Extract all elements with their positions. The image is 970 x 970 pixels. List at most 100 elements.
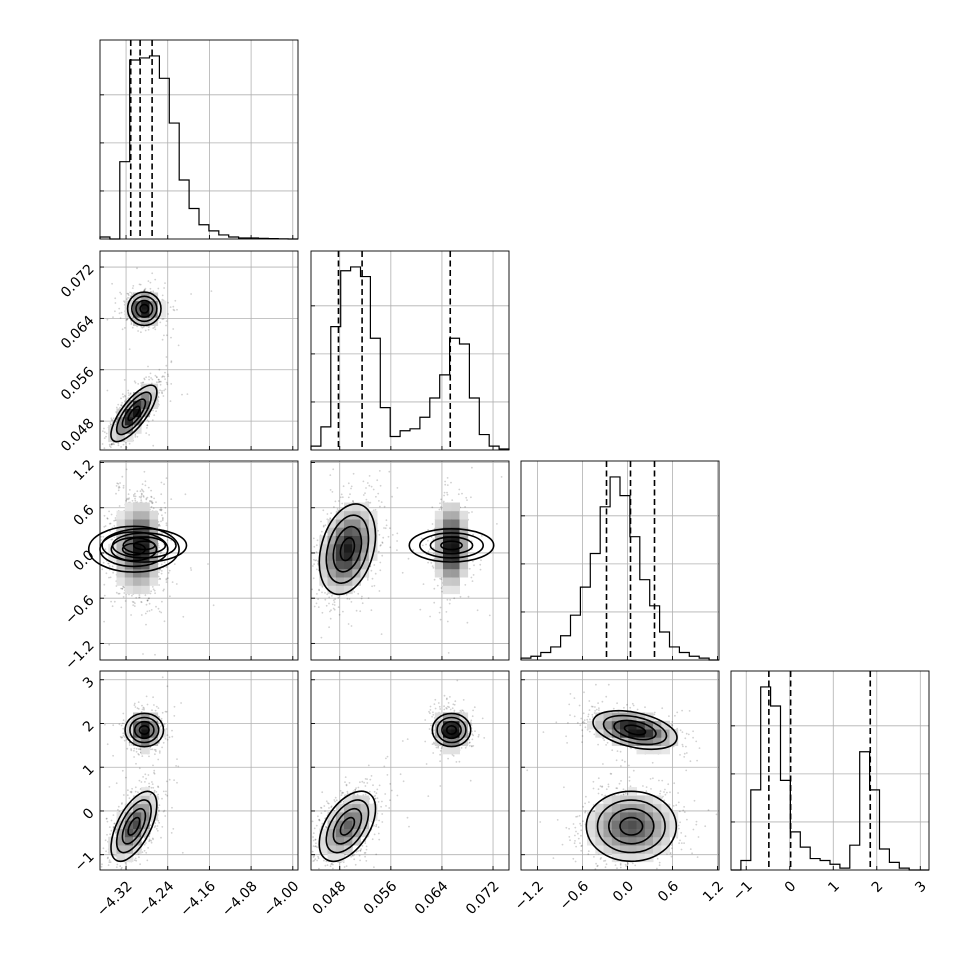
scatter-point — [140, 601, 143, 603]
density-cell — [149, 577, 159, 586]
scatter-point — [131, 600, 134, 603]
scatter-point — [336, 508, 339, 510]
scatter-point — [164, 511, 167, 514]
scatter-point — [118, 486, 121, 489]
scatter-point — [127, 493, 130, 496]
scatter-point — [401, 571, 404, 574]
density-cell — [443, 519, 452, 528]
density-cell — [443, 510, 452, 520]
scatter-point — [126, 497, 129, 500]
scatter-point — [446, 491, 448, 494]
scatter-point — [429, 548, 431, 550]
scatter-point — [153, 704, 155, 706]
scatter-point — [126, 292, 129, 295]
scatter-point — [143, 288, 146, 291]
scatter-point — [324, 598, 327, 601]
scatter-point — [438, 508, 441, 511]
scatter-point — [341, 502, 344, 505]
scatter-point — [147, 486, 150, 489]
scatter-point — [371, 585, 373, 588]
scatter-point — [147, 365, 149, 368]
scatter-point — [158, 584, 161, 586]
scatter-point — [101, 443, 104, 445]
scatter-point — [120, 404, 122, 406]
scatter-point — [176, 308, 178, 311]
scatter-point — [158, 403, 160, 406]
scatter-point — [449, 599, 451, 601]
scatter-point — [165, 577, 168, 580]
scatter-point — [142, 653, 144, 655]
scatter-point — [313, 605, 316, 608]
scatter-point — [122, 585, 124, 588]
scatter-point — [124, 395, 127, 398]
scatter-point — [114, 421, 117, 423]
scatter-point — [432, 566, 435, 569]
scatter-point — [160, 611, 163, 614]
scatter-point — [445, 611, 448, 613]
scatter-point — [318, 588, 320, 591]
panel-0-0 — [99, 39, 299, 240]
scatter-point — [184, 493, 187, 496]
scatter-point — [161, 318, 164, 321]
scatter-point — [156, 829, 159, 832]
scatter-point — [123, 739, 126, 742]
scatter-point — [151, 378, 154, 381]
density-cell — [335, 585, 345, 595]
scatter-point — [128, 797, 131, 800]
density-cell — [124, 408, 134, 418]
scatter-point — [129, 392, 132, 395]
density-cell — [116, 408, 126, 418]
scatter-point — [160, 380, 162, 383]
scatter-point — [212, 604, 215, 607]
scatter-point — [125, 498, 128, 501]
scatter-point — [143, 377, 146, 380]
scatter-point — [158, 381, 161, 383]
scatter-point — [348, 598, 351, 600]
scatter-point — [134, 706, 137, 708]
scatter-point — [342, 610, 344, 613]
scatter-point — [117, 592, 120, 595]
scatter-point — [158, 546, 161, 549]
scatter-point — [329, 474, 332, 476]
scatter-point — [114, 310, 116, 313]
scatter-point — [369, 501, 372, 504]
scatter-point — [163, 389, 166, 392]
scatter-point — [433, 601, 436, 604]
scatter-point — [172, 308, 175, 311]
scatter-point — [440, 498, 442, 501]
scatter-point — [442, 500, 445, 503]
scatter-point — [159, 383, 162, 386]
scatter-point — [412, 549, 415, 552]
scatter-point — [167, 301, 170, 304]
scatter-point — [315, 568, 318, 571]
scatter-point — [440, 508, 443, 510]
scatter-point — [161, 514, 163, 517]
scatter-point — [155, 791, 158, 793]
scatter-point — [320, 520, 322, 523]
scatter-point — [143, 470, 146, 473]
scatter-point — [111, 419, 114, 422]
scatter-point — [119, 291, 121, 294]
scatter-point — [126, 298, 128, 301]
contour-line — [131, 295, 158, 323]
scatter-point — [113, 443, 115, 446]
density-cell — [149, 383, 159, 393]
scatter-point — [117, 444, 120, 447]
scatter-point — [160, 572, 163, 575]
scatter-point — [210, 290, 213, 292]
scatter-point — [128, 348, 131, 350]
scatter-point — [110, 443, 113, 445]
scatter-point — [154, 592, 157, 595]
scatter-point — [316, 593, 318, 595]
scatter-point — [129, 393, 132, 395]
scatter-point — [374, 572, 377, 575]
scatter-point — [103, 620, 105, 623]
scatter-point — [122, 484, 125, 487]
scatter-point — [130, 323, 133, 326]
scatter-point — [134, 495, 137, 498]
scatter-point — [140, 331, 142, 334]
scatter-point — [106, 820, 109, 823]
scatter-point — [120, 311, 123, 314]
scatter-point — [137, 330, 140, 332]
density-cell — [141, 392, 150, 401]
